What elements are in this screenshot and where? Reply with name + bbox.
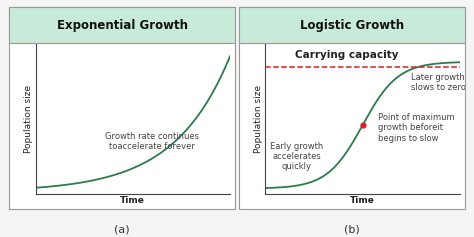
- Text: (a): (a): [114, 225, 130, 235]
- Text: Point of maximum
growth beforeit
begins to slow: Point of maximum growth beforeit begins …: [378, 113, 455, 143]
- Text: (b): (b): [344, 225, 360, 235]
- Y-axis label: Population size: Population size: [24, 85, 33, 153]
- Text: Carrying capacity: Carrying capacity: [295, 50, 399, 60]
- Text: Later growth
slows to zero: Later growth slows to zero: [411, 73, 466, 92]
- X-axis label: Time: Time: [350, 196, 375, 205]
- Text: Logistic Growth: Logistic Growth: [300, 19, 404, 32]
- Text: Exponential Growth: Exponential Growth: [56, 19, 188, 32]
- X-axis label: Time: Time: [120, 196, 145, 205]
- Y-axis label: Population size: Population size: [254, 85, 263, 153]
- Text: Early growth
accelerates
quickly: Early growth accelerates quickly: [270, 142, 323, 172]
- Text: Growth rate continues
toaccelerate forever: Growth rate continues toaccelerate forev…: [105, 132, 199, 151]
